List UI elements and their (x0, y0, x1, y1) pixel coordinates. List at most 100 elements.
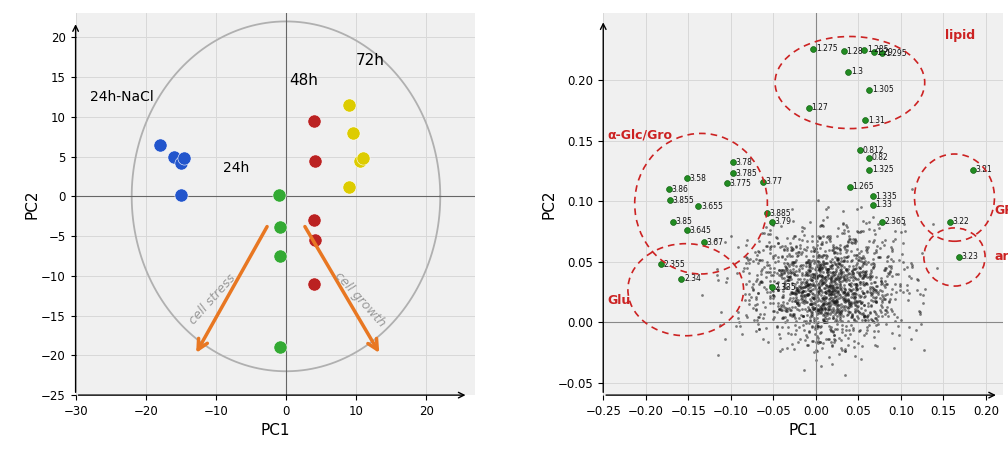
Point (816, 319, 833, 326)
Point (828, 254, 844, 261)
Point (810, 260, 827, 268)
Point (814, 222, 831, 229)
Point (849, 281, 865, 288)
Point (849, 269, 865, 276)
Point (839, 243, 855, 250)
Point (828, 309, 844, 316)
Point (754, 256, 770, 263)
Point (892, 282, 908, 289)
Point (826, 339, 842, 346)
Point (355, 154, 371, 162)
Point (862, 86, 878, 93)
Point (814, 251, 831, 259)
Point (791, 299, 807, 307)
Point (779, 308, 795, 315)
Point (810, 305, 827, 313)
Point (827, 274, 843, 282)
Point (844, 303, 860, 310)
Point (853, 305, 869, 312)
Point (653, 261, 669, 268)
Point (830, 289, 846, 296)
Point (800, 282, 816, 289)
Point (798, 311, 814, 318)
Point (853, 299, 869, 307)
Point (782, 291, 798, 298)
Point (812, 329, 829, 336)
Point (805, 306, 822, 313)
Point (823, 262, 839, 269)
Point (858, 280, 874, 287)
Point (272, 223, 288, 230)
Point (868, 321, 884, 329)
Point (839, 254, 855, 261)
Point (828, 315, 844, 322)
Point (868, 247, 884, 254)
Point (739, 312, 755, 319)
Point (810, 271, 827, 278)
Point (725, 170, 741, 177)
Point (822, 315, 838, 322)
Point (825, 272, 841, 279)
Point (764, 284, 780, 291)
Point (777, 313, 793, 321)
Point (800, 304, 816, 311)
Point (851, 256, 867, 263)
Point (855, 278, 871, 286)
Point (925, 220, 941, 228)
Point (709, 265, 725, 273)
Point (825, 286, 841, 294)
Point (807, 274, 824, 282)
Point (788, 293, 804, 300)
Point (797, 271, 813, 278)
Point (815, 339, 832, 347)
Point (789, 299, 805, 307)
Point (815, 299, 832, 307)
Point (836, 289, 852, 296)
Point (814, 316, 831, 323)
Point (866, 227, 882, 234)
Point (837, 297, 853, 304)
Point (845, 294, 861, 301)
Point (889, 314, 905, 321)
Point (794, 271, 810, 278)
Point (895, 220, 911, 228)
Point (813, 267, 830, 274)
Point (797, 278, 813, 286)
Point (830, 317, 846, 324)
Point (783, 247, 799, 254)
Point (745, 286, 761, 294)
Text: 1.305: 1.305 (872, 85, 894, 94)
Point (785, 259, 801, 266)
Point (816, 263, 833, 270)
Point (814, 294, 831, 301)
Point (785, 258, 801, 265)
Point (841, 236, 857, 243)
Point (790, 296, 806, 304)
Point (797, 292, 813, 299)
Point (829, 281, 845, 288)
Point (849, 281, 865, 288)
Point (735, 268, 751, 275)
Point (777, 263, 793, 270)
Point (816, 284, 833, 291)
Point (928, 264, 944, 272)
Point (846, 343, 862, 351)
Point (799, 291, 815, 298)
Point (814, 264, 831, 272)
Point (776, 245, 792, 252)
Point (719, 180, 735, 187)
Point (827, 286, 843, 293)
Point (833, 303, 849, 310)
Point (887, 280, 903, 287)
Point (756, 283, 772, 291)
Point (910, 276, 926, 283)
Point (809, 233, 826, 240)
Point (825, 284, 841, 291)
Point (826, 287, 842, 294)
Point (769, 279, 785, 286)
Point (822, 283, 838, 290)
Point (838, 286, 854, 293)
Point (845, 326, 861, 333)
Point (758, 224, 774, 231)
Point (785, 245, 801, 252)
